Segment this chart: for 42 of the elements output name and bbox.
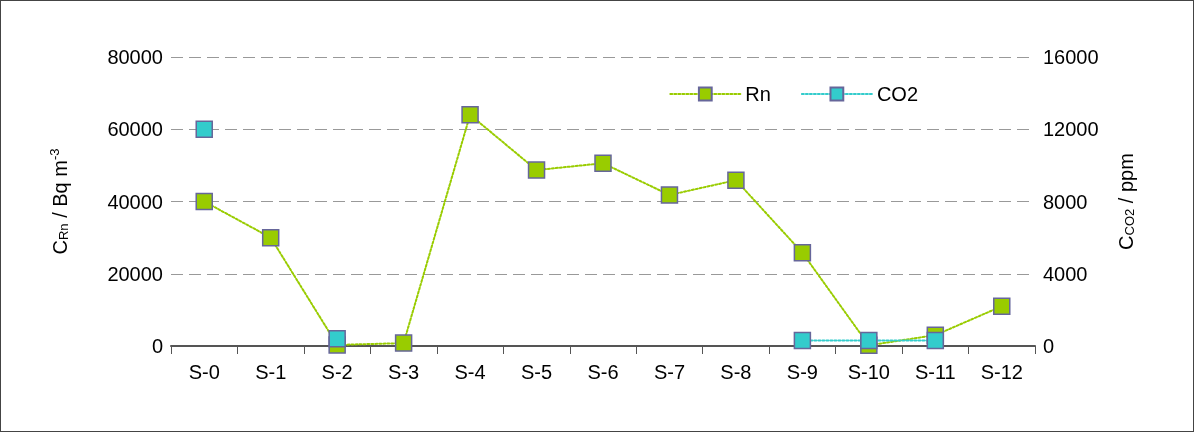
x-tick-label: S-2 (321, 361, 353, 383)
point (328, 330, 346, 348)
point (860, 331, 878, 350)
point (261, 228, 280, 247)
point (793, 244, 812, 262)
point (527, 161, 546, 179)
point (993, 297, 1011, 316)
x-tick-label: S-8 (720, 361, 752, 383)
x-tick-label: S-1 (255, 361, 287, 383)
legend-label: Rn (745, 83, 771, 105)
y2-tick-label: 0 (1043, 335, 1055, 357)
legend-label: CO2 (876, 83, 918, 105)
y-tick-label: 0 (151, 335, 163, 357)
x-tick-label: S-5 (520, 361, 553, 383)
x-tick-label: S-7 (653, 361, 686, 383)
y2-axis-title: CCO2 / ppm (1114, 153, 1137, 250)
point (660, 186, 679, 204)
point (461, 106, 479, 124)
y2-tick-label: 16000 (1043, 46, 1099, 68)
point (594, 154, 612, 172)
y2-tick-label: 12000 (1043, 118, 1099, 141)
x-tick-label: S-10 (847, 361, 890, 383)
point (195, 120, 213, 138)
y-tick-label: 40000 (107, 190, 163, 213)
point (926, 331, 945, 350)
x-tick-label: S-3 (388, 361, 420, 383)
y2-tick-label: 8000 (1043, 190, 1088, 213)
point (793, 331, 812, 350)
point (727, 171, 745, 189)
x-tick-label: S-9 (786, 361, 818, 383)
x-tick-label: S-12 (980, 361, 1023, 383)
x-tick-label: S-6 (587, 361, 619, 383)
x-tick-label: S-11 (914, 361, 956, 383)
y-tick-label: 80000 (107, 46, 163, 68)
y-axis-title: CRn / Bq m-3 (47, 148, 71, 255)
x-tick-label: S-4 (454, 361, 486, 383)
point (394, 334, 413, 352)
y-tick-label: 20000 (107, 262, 163, 285)
x-tick-label: S-0 (188, 361, 220, 383)
y-tick-label: 60000 (107, 118, 163, 141)
y2-tick-label: 4000 (1043, 262, 1088, 285)
point (195, 192, 213, 211)
